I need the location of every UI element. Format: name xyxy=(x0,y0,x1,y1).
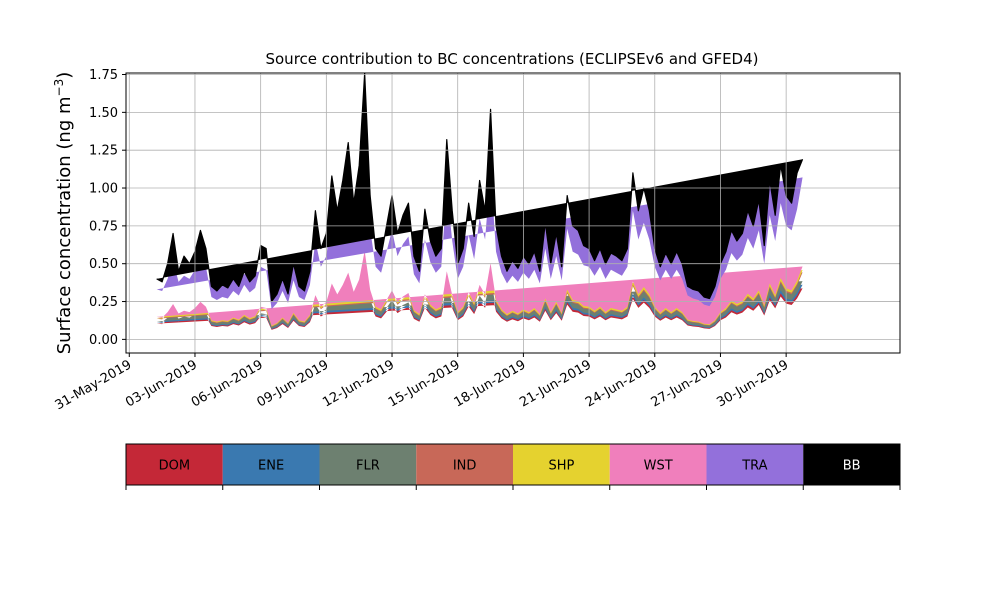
y-tick-label: 1.50 xyxy=(89,106,118,121)
area-dom xyxy=(156,277,803,330)
legend-swatch-shp xyxy=(513,444,610,485)
legend-label: SHP xyxy=(548,459,574,474)
legend-label: ENE xyxy=(258,459,284,474)
y-tick-label: 0.50 xyxy=(89,257,118,272)
area-bb xyxy=(156,73,804,303)
area-flr xyxy=(156,268,803,329)
legend-swatch-ind xyxy=(416,444,513,485)
y-tick-label: 0.25 xyxy=(89,295,118,310)
legend-label: BB xyxy=(843,459,861,474)
y-tick-label: 1.75 xyxy=(89,68,118,83)
legend-swatch-tra xyxy=(706,444,804,485)
y-tick-label: 0.00 xyxy=(89,333,118,348)
plot-area xyxy=(126,73,900,353)
y-axis-label-superscript: −3 xyxy=(52,79,66,97)
y-tick-label: 1.25 xyxy=(89,144,118,159)
legend-label: FLR xyxy=(356,459,380,474)
y-axis-label: Surface concentration (ng m−3) xyxy=(52,72,75,355)
chart-title: Source contribution to BC concentrations… xyxy=(265,50,758,68)
y-tick-label: 1.00 xyxy=(89,182,118,197)
legend-colorbar: DOM ENE FLR IND SHP WST TRA BB xyxy=(125,443,901,490)
y-axis-label-close: ) xyxy=(54,72,75,79)
legend-swatch-wst xyxy=(609,444,707,485)
legend-label: WST xyxy=(644,459,673,474)
area-wst xyxy=(156,250,803,326)
legend-label: DOM xyxy=(159,459,190,474)
y-tick-label: 0.75 xyxy=(89,219,118,234)
legend-swatch-flr xyxy=(319,444,417,485)
y-axis-label-main: Surface concentration (ng m xyxy=(54,96,75,354)
legend-label: IND xyxy=(453,459,477,474)
legend-swatch-dom xyxy=(126,444,223,485)
legend-swatch-bb xyxy=(803,444,900,485)
legend-label: TRA xyxy=(741,459,767,474)
grid xyxy=(126,73,900,353)
legend-swatch-ene xyxy=(222,444,320,485)
plot-frame xyxy=(125,72,901,354)
